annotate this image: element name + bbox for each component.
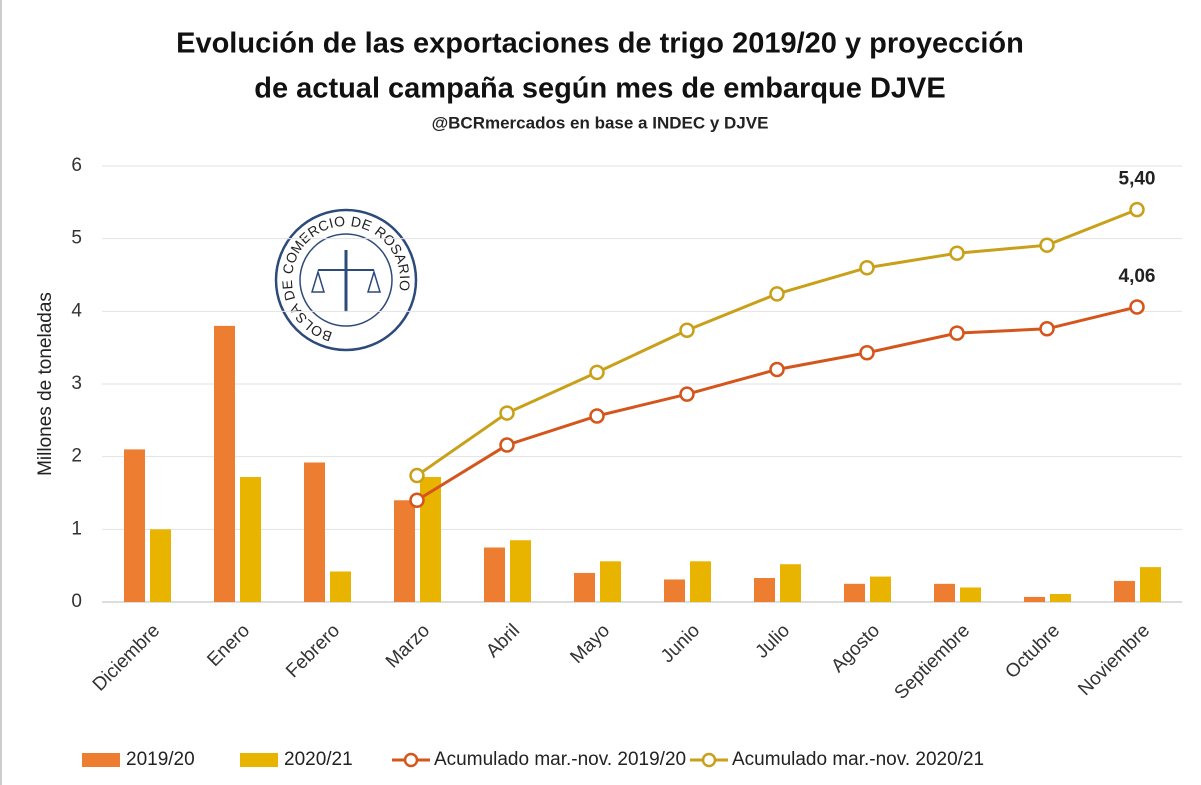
legend-label: Acumulado mar.-nov. 2019/20 [434, 749, 686, 770]
bar [510, 540, 531, 602]
line-point [589, 408, 605, 424]
chart-title: de actual campaña según mes de embarque … [254, 73, 945, 105]
bar [240, 477, 261, 602]
bar [664, 579, 685, 602]
legend-swatch [403, 752, 419, 768]
line-point [499, 437, 515, 453]
bar [330, 571, 351, 602]
y-tick-label: 2 [71, 446, 82, 467]
bar [870, 576, 891, 602]
line-point [769, 361, 785, 378]
line-point [679, 322, 695, 338]
line-point [949, 325, 965, 341]
legend-label: Acumulado mar.-nov. 2020/21 [732, 749, 984, 770]
line-point [859, 345, 875, 361]
y-tick-label: 5 [71, 228, 82, 249]
line-point [949, 245, 965, 261]
chart-subtitle: @BCRmercados en base a INDEC y DJVE [432, 113, 769, 132]
line-point [679, 386, 695, 402]
bar [150, 529, 171, 602]
line-point [1039, 321, 1055, 337]
bar [394, 500, 415, 602]
line-point [1129, 299, 1145, 315]
line-point [409, 492, 425, 509]
line-point [499, 405, 515, 421]
bar [1050, 594, 1071, 602]
bar [214, 325, 235, 602]
bar [304, 462, 325, 602]
logo-scale-pans [310, 269, 382, 293]
legend-label: 2020/21 [284, 749, 353, 770]
legend-swatch [82, 753, 120, 767]
bar [844, 583, 865, 602]
bar [1140, 567, 1161, 602]
logo-ring [299, 233, 393, 327]
legend-label: 2019/20 [126, 749, 195, 770]
data-label: 5,40 [1119, 169, 1156, 190]
bar [780, 564, 801, 602]
bar [960, 587, 981, 602]
line-point [859, 259, 875, 276]
legend-swatch [240, 753, 278, 767]
line-point [589, 364, 605, 381]
y-tick-label: 4 [71, 300, 82, 321]
bar [124, 449, 145, 602]
line-point [1039, 237, 1055, 253]
legend-swatch [701, 752, 717, 768]
y-tick-label: 1 [71, 518, 82, 539]
y-tick-label: 0 [71, 591, 82, 612]
bar [1024, 596, 1045, 602]
line-point [409, 467, 425, 484]
bar [934, 583, 955, 602]
y-tick-label: 6 [71, 155, 82, 176]
bar [574, 572, 595, 602]
data-label: 4,06 [1119, 266, 1156, 287]
logo-ring [274, 208, 418, 352]
chart-title: Evolución de las exportaciones de trigo … [176, 28, 1024, 60]
line-point [1129, 201, 1145, 218]
y-axis-label: Millones de toneladas [35, 292, 56, 476]
bar [690, 561, 711, 602]
y-tick-label: 3 [71, 373, 82, 394]
bar [484, 547, 505, 602]
line-point [769, 286, 785, 302]
bar [420, 477, 441, 602]
bar [1114, 580, 1135, 602]
bar [754, 578, 775, 602]
bar [600, 561, 621, 602]
